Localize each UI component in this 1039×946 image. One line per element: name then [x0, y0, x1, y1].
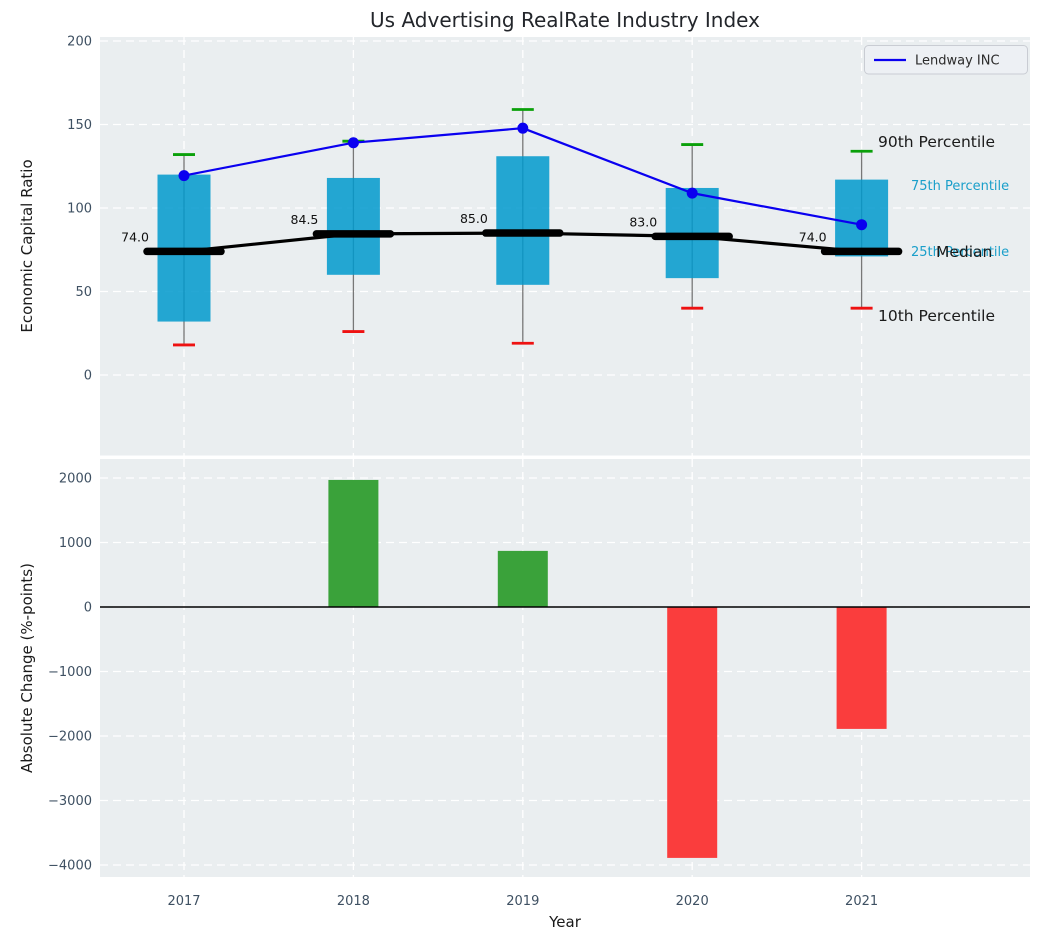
- annotation-median: Median: [936, 243, 992, 261]
- annotation-25th-percentile: 25th Percentile: [911, 245, 1009, 260]
- xtick-2018: 2018: [337, 894, 370, 909]
- median-value-label-2017: 74.0: [121, 229, 149, 244]
- ytick-bottom--4000: −4000: [48, 859, 92, 874]
- x-axis-label: Year: [549, 913, 581, 931]
- bottom-plot-background: [100, 459, 1030, 877]
- lendway-marker-2017: [178, 170, 190, 182]
- legend: [864, 45, 1028, 75]
- ytick-bottom--2000: −2000: [48, 730, 92, 745]
- ytick-bottom-1000: 1000: [59, 536, 92, 551]
- ytick-bottom-0: 0: [84, 601, 92, 616]
- median-value-label-2019: 85.0: [460, 211, 488, 226]
- ytick-top-150: 150: [67, 118, 92, 133]
- median-value-label-2018: 84.5: [291, 212, 319, 227]
- ytick-bottom--1000: −1000: [48, 665, 92, 680]
- top-y-axis-label: Economic Capital Ratio: [18, 159, 36, 333]
- ytick-bottom-2000: 2000: [59, 472, 92, 487]
- bar-2018: [328, 479, 379, 607]
- bottom-y-axis-label: Absolute Change (%-points): [18, 563, 36, 773]
- ytick-top-50: 50: [75, 285, 92, 300]
- ytick-top-100: 100: [67, 202, 92, 217]
- annotation-90th-percentile: 90th Percentile: [878, 133, 995, 151]
- annotation-75th-percentile: 75th Percentile: [911, 179, 1009, 194]
- ytick-bottom--3000: −3000: [48, 794, 92, 809]
- box-2021: [835, 179, 889, 257]
- xtick-2019: 2019: [506, 894, 539, 909]
- lendway-marker-2018: [347, 137, 359, 149]
- box-2019: [496, 156, 550, 285]
- lendway-marker-2019: [517, 122, 529, 134]
- median-value-label-2020: 83.0: [629, 214, 657, 229]
- lendway-marker-2021: [856, 219, 868, 231]
- xtick-2020: 2020: [676, 894, 709, 909]
- xtick-2017: 2017: [167, 894, 200, 909]
- xtick-2021: 2021: [845, 894, 878, 909]
- lendway-marker-2020: [686, 187, 698, 199]
- box-2018: [326, 177, 380, 275]
- ytick-top-0: 0: [84, 369, 92, 384]
- median-value-label-2021: 74.0: [799, 229, 827, 244]
- bar-2019: [497, 550, 548, 607]
- bar-2021: [836, 607, 887, 729]
- annotation-10th-percentile: 10th Percentile: [878, 307, 995, 325]
- chart-title: Us Advertising RealRate Industry Index: [370, 8, 760, 32]
- bar-2020: [667, 607, 718, 858]
- ytick-top-200: 200: [67, 35, 92, 50]
- legend-label: Lendway INC: [915, 54, 1000, 69]
